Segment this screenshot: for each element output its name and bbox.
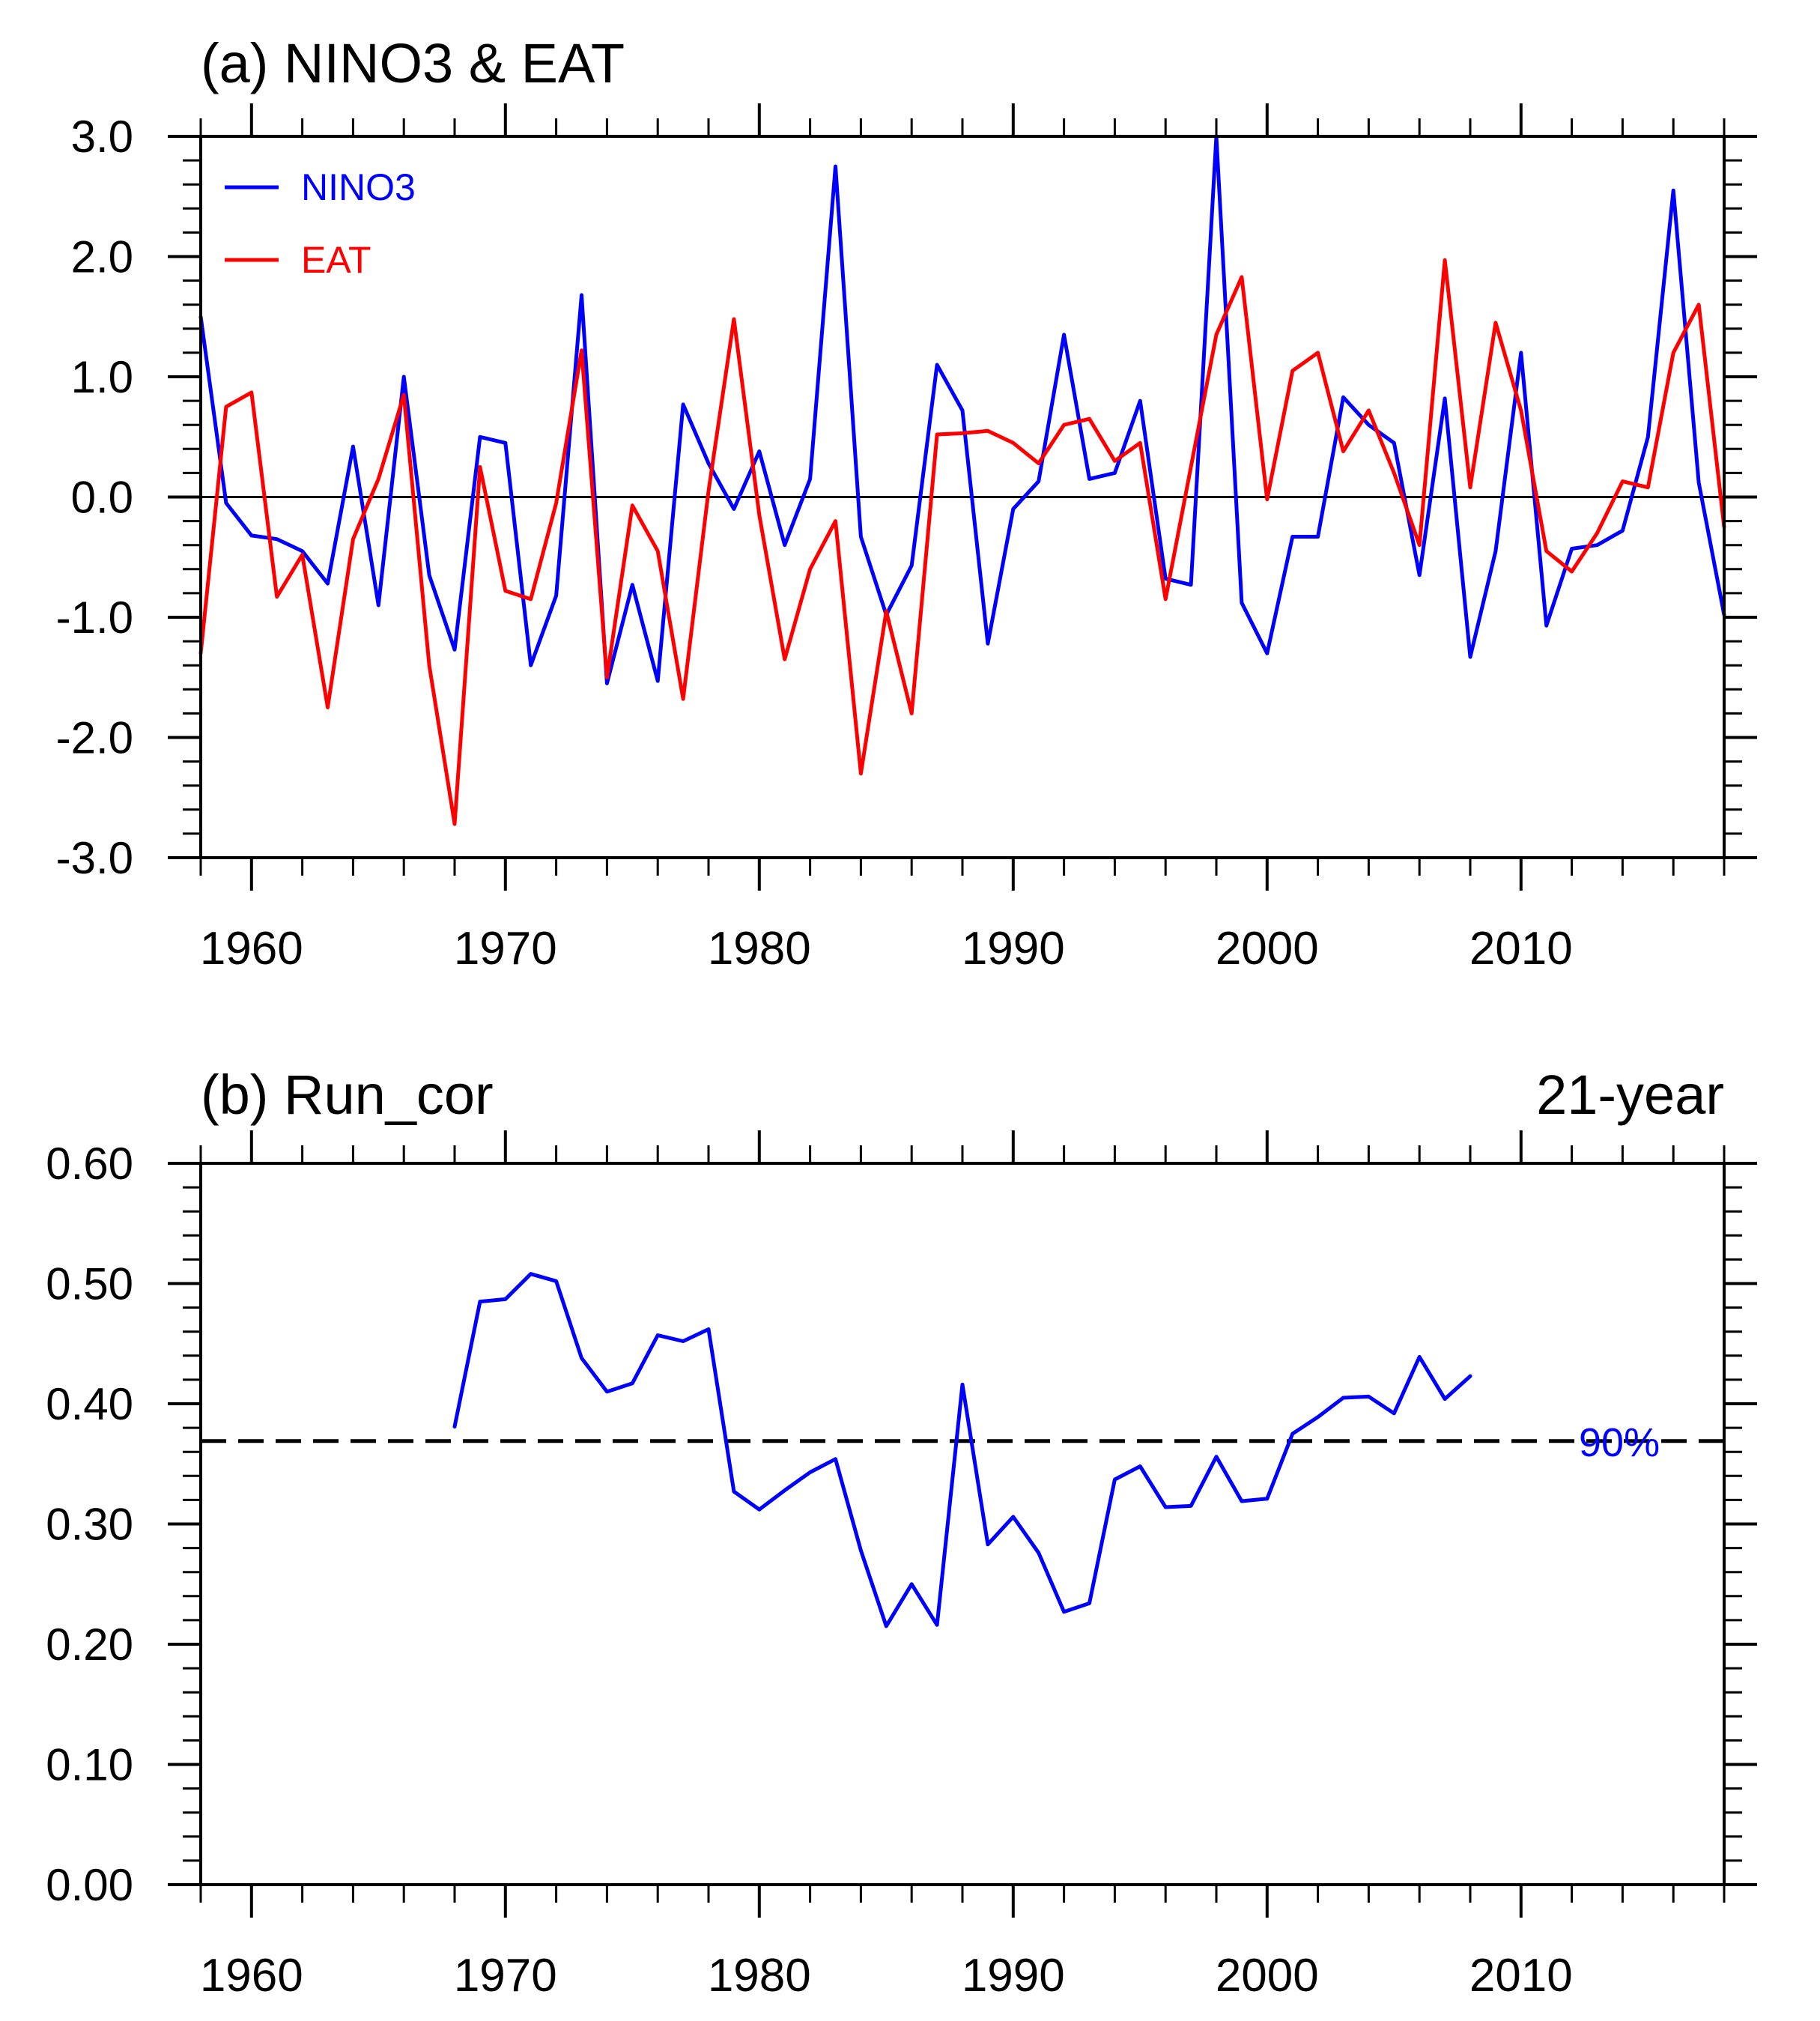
panel-b-major-ticks <box>168 1130 1757 1918</box>
y-tick-label: -2.0 <box>56 713 133 763</box>
significance-label: 90% <box>1579 1420 1660 1465</box>
panel-b-title: (b) Run_cor <box>201 1064 494 1126</box>
panel-a-series <box>198 134 1726 826</box>
panel-a-minor-ticks <box>183 118 1742 876</box>
panel-a-nino3-eat: (a) NINO3 & EAT -3.0 -2.0 -1.0 0.0 1.0 2.0 3.0… <box>56 32 1757 975</box>
legend-label-nino3: NINO3 <box>301 166 416 208</box>
x-tick-label: 1970 <box>454 923 557 975</box>
x-tick-label: 2000 <box>1216 1950 1319 2002</box>
panel-b-plot-frame <box>199 1162 1726 1886</box>
x-tick-label: 2010 <box>1469 923 1573 975</box>
x-tick-label: 1960 <box>200 1950 303 2002</box>
y-tick-label: 0.00 <box>46 1860 133 1910</box>
panel-a-x-tick-labels: 1960 1970 1980 1990 2000 2010 <box>200 923 1573 975</box>
x-tick-label: 2000 <box>1216 923 1319 975</box>
y-tick-label: 0.60 <box>46 1139 133 1189</box>
y-tick-label: 0.30 <box>46 1500 133 1550</box>
y-tick-label: 2.0 <box>71 232 133 282</box>
y-tick-label: 0.50 <box>46 1259 133 1309</box>
panel-b-series <box>452 1272 1472 1628</box>
y-tick-label: -1.0 <box>56 593 133 643</box>
x-tick-label: 1980 <box>708 923 811 975</box>
panel-a-plot-frame <box>199 135 1726 859</box>
y-tick-label: 0.0 <box>71 473 133 523</box>
series-line-nino3 <box>198 134 1726 685</box>
panel-a-major-ticks <box>168 103 1757 891</box>
y-tick-label: -3.0 <box>56 833 133 883</box>
legend-label-eat: EAT <box>301 239 371 281</box>
y-tick-label: 0.40 <box>46 1379 133 1429</box>
y-tick-label: 1.0 <box>71 352 133 402</box>
y-tick-label: 3.0 <box>71 112 133 162</box>
x-tick-label: 1980 <box>708 1950 811 2002</box>
legend: NINO3 EAT <box>225 166 416 281</box>
panel-b-run-cor: (b) Run_cor 21-year 90% 0.00 0.10 0.20 0.30… <box>46 1064 1757 2002</box>
y-tick-label: 0.10 <box>46 1740 133 1790</box>
panel-b-minor-ticks <box>183 1145 1742 1903</box>
panel-a-y-tick-labels: -3.0 -2.0 -1.0 0.0 1.0 2.0 3.0 <box>56 112 133 883</box>
x-tick-label: 1970 <box>454 1950 557 2002</box>
x-tick-label: 1990 <box>962 923 1065 975</box>
series-line-run-cor <box>452 1272 1472 1628</box>
series-line-eat <box>198 258 1726 826</box>
y-tick-label: 0.20 <box>46 1619 133 1670</box>
x-tick-label: 1960 <box>200 923 303 975</box>
panel-b-y-tick-labels: 0.00 0.10 0.20 0.30 0.40 0.50 0.60 <box>46 1139 133 1910</box>
x-tick-label: 2010 <box>1469 1950 1573 2002</box>
panel-b-right-title: 21-year <box>1536 1064 1724 1126</box>
panel-b-x-tick-labels: 1960 1970 1980 1990 2000 2010 <box>200 1950 1573 2002</box>
panel-b-significance-group: 90% <box>201 1420 1724 1465</box>
x-tick-label: 1990 <box>962 1950 1065 2002</box>
panel-a-title: (a) NINO3 & EAT <box>201 32 625 94</box>
